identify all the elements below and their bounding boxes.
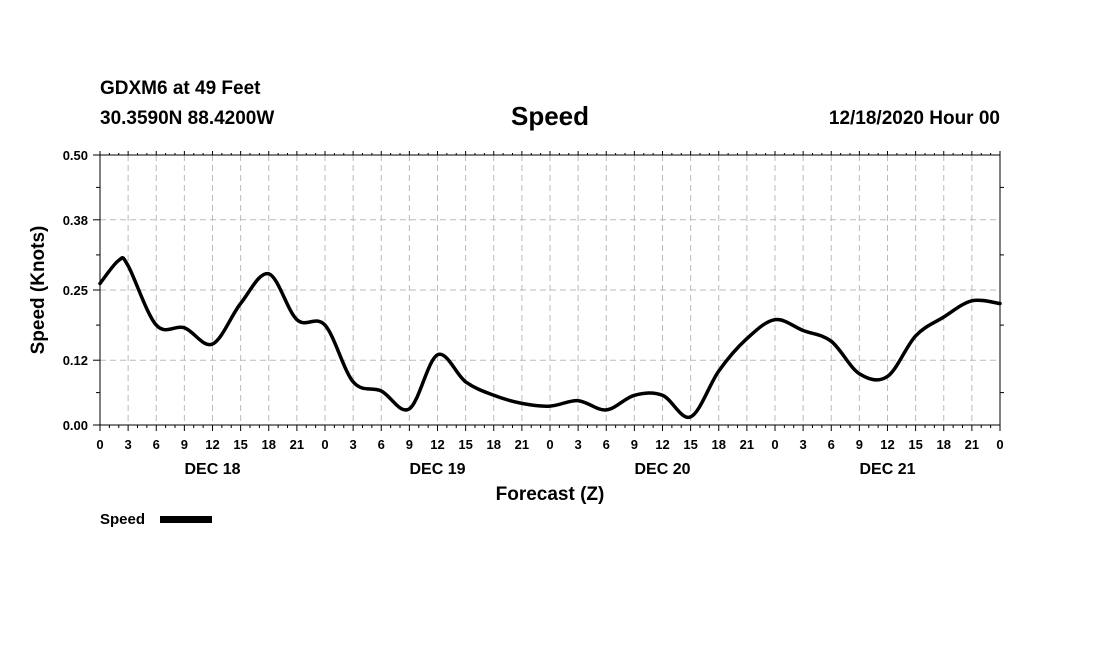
x-tick-label: 12: [655, 437, 669, 452]
x-tick-label: 6: [828, 437, 835, 452]
y-tick-label: 0.25: [63, 283, 88, 298]
speed-series-line: [98, 256, 1002, 420]
x-tick-label: 0: [96, 437, 103, 452]
x-tick-label: 6: [153, 437, 160, 452]
day-label: DEC 21: [859, 461, 915, 478]
legend-label: Speed: [100, 511, 145, 528]
x-tick-label: 0: [771, 437, 778, 452]
x-tick-label: 21: [965, 437, 979, 452]
x-tick-label: 0: [996, 437, 1003, 452]
x-tick-label: 15: [683, 437, 697, 452]
run-label: 12/18/2020 Hour 00: [829, 108, 1000, 129]
location-label: 30.3590N 88.4200W: [100, 108, 274, 129]
x-tick-label: 15: [233, 437, 247, 452]
x-tick-label: 21: [290, 437, 304, 452]
x-tick-label: 12: [430, 437, 444, 452]
x-tick-label: 18: [262, 437, 276, 452]
chart-title: Speed: [511, 101, 589, 131]
x-tick-label: 0: [321, 437, 328, 452]
x-tick-label: 9: [181, 437, 188, 452]
x-tick-label: 0: [546, 437, 553, 452]
station-label: GDXM6 at 49 Feet: [100, 78, 261, 99]
day-label: DEC 19: [409, 461, 465, 478]
legend-swatch: [160, 516, 212, 523]
x-tick-label: 9: [406, 437, 413, 452]
x-tick-label: 12: [880, 437, 894, 452]
x-tick-label: 21: [740, 437, 754, 452]
grid: [100, 155, 1000, 425]
y-axis-label: Speed (Knots): [28, 226, 49, 355]
x-tick-label: 3: [800, 437, 807, 452]
x-tick-label: 6: [378, 437, 385, 452]
x-tick-label: 9: [856, 437, 863, 452]
x-tick-label: 21: [515, 437, 529, 452]
x-tick-label: 12: [205, 437, 219, 452]
y-tick-label: 0.00: [63, 418, 88, 433]
x-tick-label: 9: [631, 437, 638, 452]
x-tick-label: 15: [458, 437, 472, 452]
y-tick-label: 0.38: [63, 213, 88, 228]
plot-frame: [99, 154, 1001, 426]
x-axis-label: Forecast (Z): [496, 484, 605, 505]
x-tick-label: 3: [125, 437, 132, 452]
x-tick-label: 15: [908, 437, 922, 452]
y-tick-label: 0.50: [63, 148, 88, 163]
axis-ticks: 0.00 0.12 0.25 0.38 0.50 0 3 6 9 12 15 18 21 0 3 6 9 12 15…: [63, 148, 1004, 478]
day-label: DEC 18: [184, 461, 240, 478]
x-tick-label: 18: [937, 437, 951, 452]
x-tick-label: 3: [350, 437, 357, 452]
x-tick-label: 18: [712, 437, 726, 452]
x-tick-label: 3: [575, 437, 582, 452]
y-tick-label: 0.12: [63, 353, 88, 368]
x-tick-label: 18: [487, 437, 501, 452]
x-tick-label: 6: [603, 437, 610, 452]
day-label: DEC 20: [634, 461, 690, 478]
